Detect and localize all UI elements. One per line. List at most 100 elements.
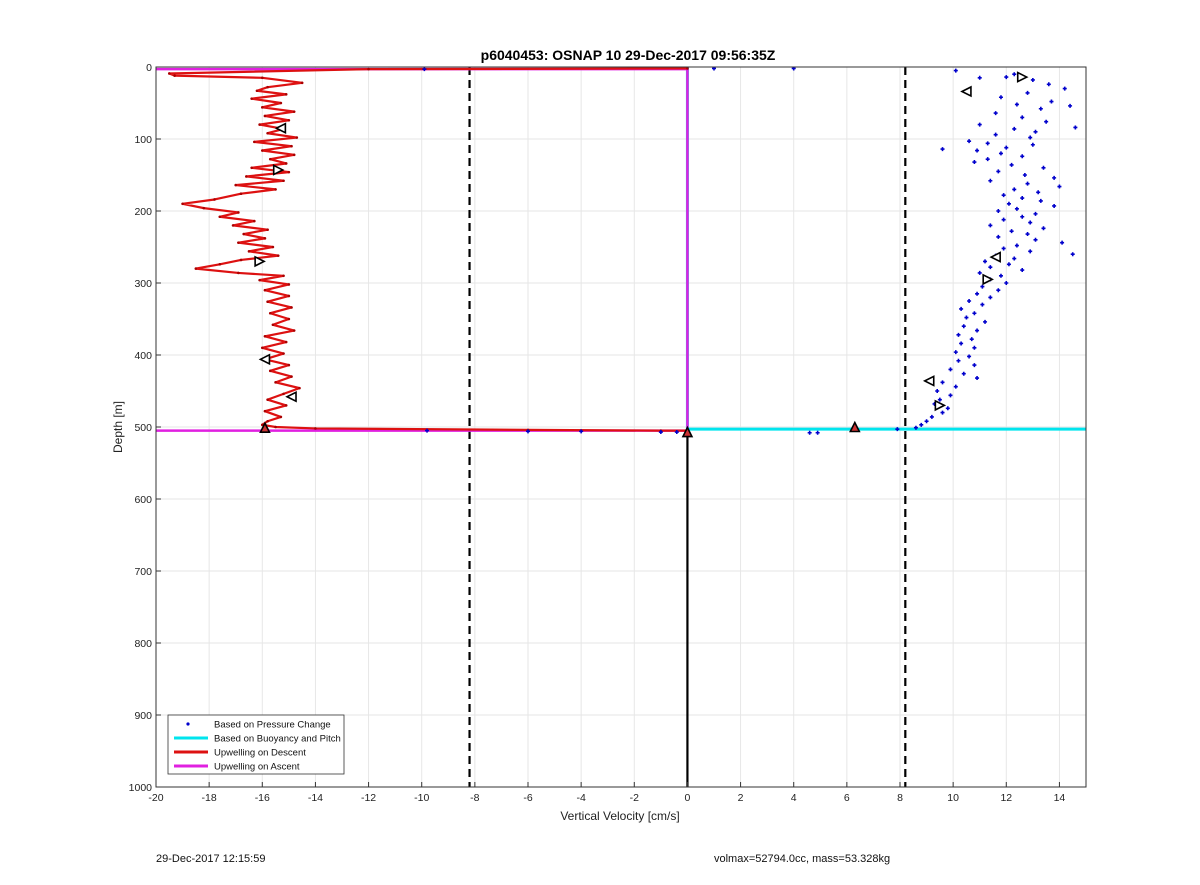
x-tick-label: -4 [576, 792, 585, 804]
pressure-change-point [972, 160, 977, 165]
triangle-marker-up [849, 420, 861, 433]
pressure-change-point [975, 376, 980, 381]
x-tick-label: 8 [897, 792, 903, 804]
pressure-change-point [988, 295, 993, 300]
legend-entry-2: Upwelling on Descent [214, 748, 306, 759]
descent-point [239, 192, 243, 196]
descent-point [260, 346, 264, 350]
pressure-change-point [988, 223, 993, 228]
pressure-change-point [579, 429, 584, 434]
descent-point [239, 258, 243, 262]
descent-point [290, 144, 293, 148]
descent-point [181, 202, 184, 206]
pressure-change-point [1012, 187, 1017, 192]
pressure-change-point [1014, 243, 1019, 248]
pressure-change-point [1030, 142, 1035, 147]
descent-point [237, 271, 240, 275]
pressure-change-point [526, 429, 530, 434]
descent-point [260, 106, 264, 109]
pressure-change-point [1073, 125, 1078, 130]
x-tick-label: 10 [947, 792, 959, 804]
pressure-change-point [937, 397, 942, 402]
x-tick-label: -18 [202, 792, 217, 804]
pressure-change-point [967, 139, 972, 144]
descent-point [271, 245, 275, 249]
y-tick-label: 900 [134, 710, 152, 722]
pressure-change-point [967, 299, 972, 303]
x-tick-label: -12 [361, 792, 376, 804]
descent-point [290, 375, 293, 378]
pressure-change-point [1020, 214, 1025, 219]
legend-marker-0 [186, 722, 190, 726]
pressure-change-point [993, 111, 998, 116]
descent-point [287, 294, 291, 298]
x-axis-label: Vertical Velocity [cm/s] [560, 809, 679, 823]
pressure-change-point [1004, 75, 1009, 80]
pressure-change-point [961, 371, 966, 376]
pressure-change-point [959, 341, 964, 346]
pressure-change-point [1046, 82, 1051, 87]
pressure-change-point [1009, 162, 1014, 167]
pressure-change-point [674, 430, 679, 435]
pressure-change-point [1020, 268, 1025, 273]
pressure-change-point [1009, 229, 1014, 234]
descent-point [263, 114, 267, 118]
descent-point [367, 67, 370, 71]
pressure-change-point [1022, 173, 1027, 177]
pressure-change-point [1014, 102, 1019, 107]
descent-point [271, 323, 275, 327]
pressure-change-point [1025, 232, 1030, 237]
descent-point [284, 162, 288, 165]
footer-timestamp: 29-Dec-2017 12:15:59 [156, 853, 266, 865]
pressure-change-point [1028, 249, 1033, 254]
pressure-change-point [1041, 165, 1046, 170]
descent-point [173, 74, 176, 77]
descent-point [258, 278, 261, 282]
pressure-change-point [998, 151, 1003, 156]
pressure-change-point [975, 148, 980, 153]
triangle-marker-left [285, 390, 297, 403]
pressure-change-point [1020, 196, 1025, 201]
pressure-change-point [1038, 106, 1043, 111]
pressure-change-point [975, 328, 980, 333]
y-tick-label: 300 [134, 278, 152, 290]
triangle-marker-left [274, 122, 287, 134]
descent-point [276, 254, 280, 257]
descent-point [253, 140, 256, 144]
x-tick-label: 12 [1000, 792, 1012, 804]
descent-point [274, 188, 277, 191]
descent-point [247, 250, 251, 253]
pressure-change-point [1068, 103, 1073, 108]
pressure-change-point [972, 311, 977, 316]
chart-title: p6040453: OSNAP 10 29-Dec-2017 09:56:35Z [481, 47, 776, 63]
descent-point [263, 237, 267, 240]
descent-point [237, 241, 240, 244]
descent-point [263, 288, 267, 292]
descent-point [242, 232, 245, 236]
triangle-marker-left [960, 85, 972, 98]
pressure-change-point [1012, 72, 1017, 77]
pressure-change-point [983, 319, 988, 324]
descent-point [287, 118, 291, 122]
triangle-marker-up [681, 425, 694, 438]
pressure-change-point [969, 337, 974, 342]
pressure-change-point [1004, 145, 1009, 150]
descent-point [274, 381, 277, 384]
triangle-marker-right [982, 273, 994, 286]
pressure-change-point [913, 425, 918, 430]
pressure-change-point [1033, 129, 1038, 134]
pressure-change-point [1033, 237, 1038, 242]
descent-point [295, 136, 299, 139]
descent-point [237, 211, 240, 214]
x-tick-label: -14 [308, 792, 323, 804]
descent-point [266, 85, 269, 89]
pressure-change-point [977, 75, 982, 80]
x-tick-label: -10 [414, 792, 429, 804]
pressure-change-point [956, 332, 961, 337]
descent-point [202, 206, 206, 210]
pressure-change-point [1036, 190, 1041, 195]
triangle-marker-left [258, 353, 271, 366]
pressure-change-point [1012, 256, 1017, 261]
pressure-change-point [807, 430, 812, 435]
descent-point [287, 363, 291, 367]
